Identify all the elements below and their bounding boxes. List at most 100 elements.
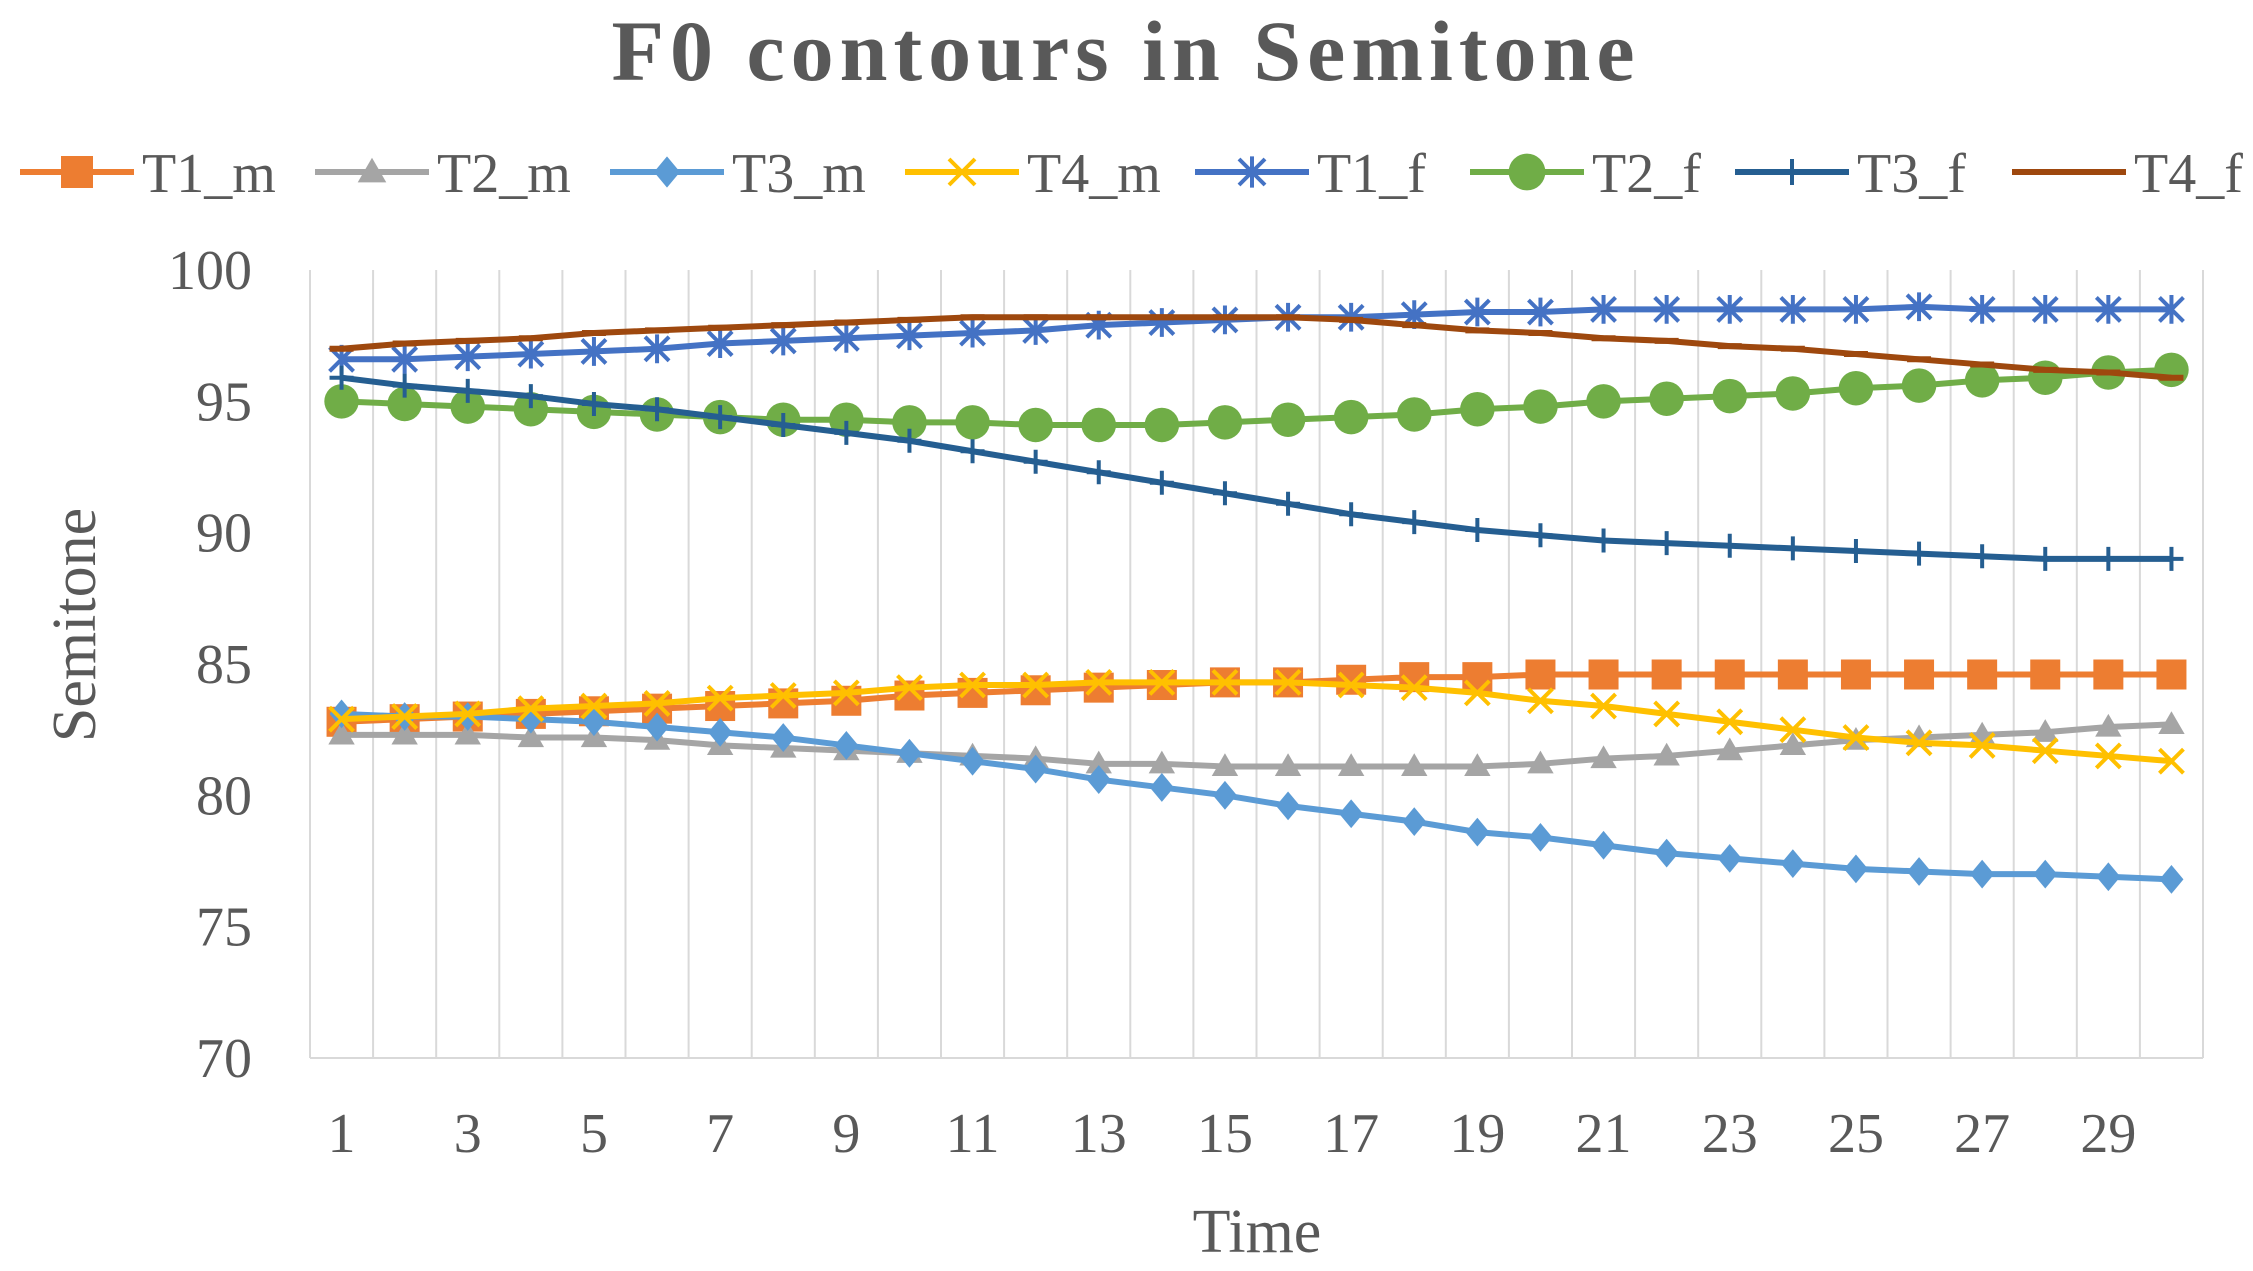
data-point-t1-f [1653, 295, 1681, 324]
data-point-t3-m [1212, 780, 1237, 810]
data-point-t4-m [2094, 742, 2122, 770]
data-point-t3-m [1086, 765, 1111, 794]
series-t4-f [329, 314, 2184, 381]
data-point-t2-f [1397, 397, 1432, 432]
data-point-t3-m [645, 712, 670, 742]
legend-marker-t2-m [357, 157, 387, 183]
data-point-t2-f [387, 386, 422, 422]
data-point-t2-m [2095, 713, 2122, 737]
legend-marker-t2-f [1508, 153, 1546, 191]
data-point-t4-m [2031, 737, 2059, 765]
y-tick-label: 85 [196, 634, 252, 696]
series-line-t4-m [341, 679, 2172, 765]
data-point-t1-m [1651, 659, 1682, 690]
data-point-t1-f [2158, 295, 2185, 324]
x-tick-label: 9 [832, 1103, 860, 1165]
data-point-t3-f [2096, 546, 2121, 571]
data-point-t2-m [2158, 711, 2185, 735]
legend-item-t2-f: T2_f [1470, 143, 1701, 205]
data-point-t4-m [1274, 668, 1302, 696]
data-point-t1-f [1527, 297, 1554, 327]
x-axis-title: Time [1193, 1198, 1322, 1266]
data-point-t1-m [1967, 659, 1998, 690]
data-point-t1-f [1716, 295, 1744, 324]
data-point-t3-m [1591, 830, 1616, 860]
data-point-t3-m [2159, 864, 2184, 894]
data-point-t1-f [1968, 295, 1996, 324]
data-point-t4-m [1779, 716, 1807, 744]
data-point-t3-f [897, 428, 922, 453]
data-point-t1-m [1714, 659, 1745, 690]
legend-item-t4-m: T4_m [905, 143, 1161, 205]
legend-label: T1_m [142, 143, 276, 205]
data-point-t3-f [1402, 510, 1427, 535]
data-point-t1-m [1020, 675, 1051, 706]
data-point-t3-f [1339, 502, 1364, 527]
legend-label: T3_f [1857, 143, 1966, 205]
y-tick-labels: 70 75 80 85 90 95 100 [168, 240, 252, 1090]
data-point-t3-m [2096, 862, 2121, 892]
data-point-t4-m [580, 692, 608, 720]
legend-item-t4-f: T4_f [2012, 143, 2243, 205]
data-point-t2-m [1653, 742, 1680, 766]
data-point-t4-m [391, 703, 419, 730]
legend-marker-t1-m [61, 156, 93, 188]
data-point-t3-m [1465, 817, 1490, 847]
data-point-t1-f [1590, 295, 1617, 324]
data-point-t2-m [2032, 719, 2059, 742]
data-point-t2-f [1901, 368, 1937, 403]
data-point-t3-m [1780, 849, 1805, 879]
legend-marker-t1-f [1237, 156, 1267, 188]
data-point-t3-m [897, 738, 922, 768]
data-point-t3-f [1654, 531, 1679, 556]
data-point-t2-m [1779, 732, 1807, 756]
data-point-t2-f [1144, 407, 1180, 443]
legend-item-t3-m: T3_m [610, 143, 866, 205]
x-tick-label: 17 [1323, 1103, 1379, 1165]
data-point-t3-f [834, 420, 859, 445]
legend-marker-t4-m [947, 157, 977, 187]
x-tick-label: 15 [1197, 1103, 1253, 1165]
x-tick-label: 7 [706, 1103, 734, 1165]
data-point-t1-m [2093, 659, 2124, 690]
legend-item-t1-m: T1_m [20, 143, 276, 205]
data-point-t2-m [391, 721, 418, 745]
data-point-t1-f [2031, 295, 2059, 324]
data-point-t3-m [1528, 822, 1553, 852]
data-point-t1-f [454, 342, 482, 372]
data-point-t2-m [328, 721, 355, 745]
data-point-t1-f [959, 318, 986, 348]
data-point-t4-m [1527, 687, 1554, 715]
y-tick-label: 90 [196, 503, 252, 565]
data-point-t3-f [581, 391, 606, 416]
data-point-t2-m [1401, 753, 1428, 777]
legend: T1_m T2_m T3_m T4_m T1_f T2_f T3_f T4_f [20, 143, 2243, 205]
data-point-t3-f [455, 378, 480, 403]
data-point-t1-m [1525, 659, 1556, 690]
data-point-t3-m [1717, 843, 1742, 873]
data-point-t3-f [1591, 528, 1616, 553]
data-point-t3-f [392, 373, 417, 398]
data-point-t3-f [1149, 470, 1174, 495]
data-point-t4-m [1085, 668, 1113, 696]
data-point-t2-m [1148, 750, 1176, 774]
data-point-t4-m [643, 689, 671, 717]
data-point-t1-f [643, 334, 671, 364]
data-point-t3-m [1970, 859, 1995, 889]
legend-label: T2_f [1592, 143, 1701, 205]
data-point-t3-f [518, 384, 543, 409]
data-point-t1-f [1842, 295, 1870, 324]
x-tick-label: 23 [1702, 1103, 1758, 1165]
grid [309, 270, 2204, 1058]
data-point-t2-m [1211, 753, 1239, 777]
data-point-t4-m [706, 684, 734, 712]
data-point-t4-m [896, 674, 923, 702]
data-point-t4-m [454, 700, 482, 728]
y-tick-label: 95 [196, 371, 252, 433]
data-point-t4-m [1842, 724, 1870, 751]
data-point-t3-m [771, 723, 796, 752]
data-point-t4-m [1905, 729, 1933, 757]
data-point-t2-f [1649, 381, 1684, 416]
data-point-t2-f [892, 405, 927, 440]
x-tick-label: 5 [580, 1103, 608, 1165]
